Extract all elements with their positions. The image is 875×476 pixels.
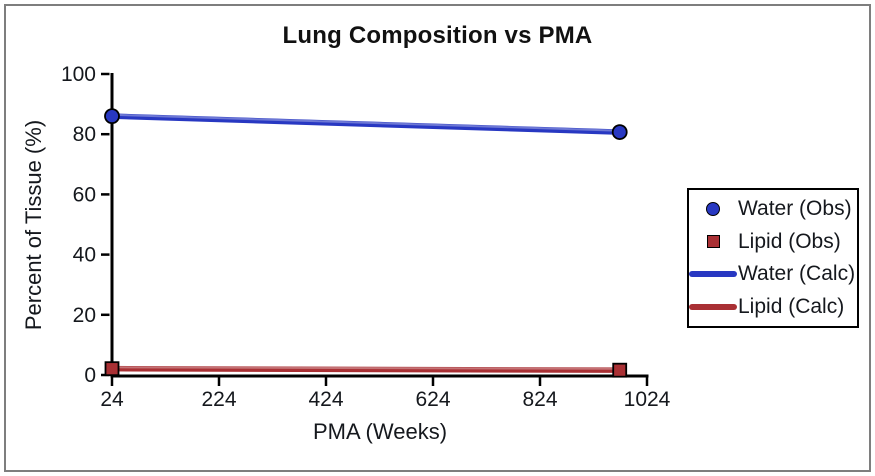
x-tick-label: 624	[415, 388, 450, 411]
y-tick-label: 0	[84, 364, 96, 387]
water-obs-point	[104, 108, 120, 125]
x-tick-label: 224	[201, 388, 236, 411]
y-tick-label: 80	[73, 123, 96, 146]
x-tick-label: 24	[100, 388, 124, 411]
legend-swatch-slot	[689, 235, 737, 249]
legend-swatch-slot	[689, 303, 737, 310]
lipid-calc-line-icon	[689, 303, 737, 310]
legend-item-water-obs: Water (Obs)	[689, 193, 857, 226]
legend-label: Water (Calc)	[738, 262, 856, 286]
water-calc-line	[109, 113, 623, 135]
lipid-obs-marker-icon	[706, 235, 720, 249]
legend-item-lipid-calc: Lipid (Calc)	[689, 291, 857, 324]
legend-item-lipid-obs: Lipid (Obs)	[689, 226, 857, 259]
line-highlight	[111, 113, 621, 132]
legend-label: Lipid (Obs)	[738, 229, 841, 253]
lipid-obs-point	[104, 361, 120, 377]
legend-item-water-calc: Water (Calc)	[689, 258, 857, 291]
line-highlight	[111, 366, 621, 370]
lipid-calc-line	[109, 365, 623, 373]
lipid-obs-point	[612, 362, 628, 378]
y-tick-label: 40	[73, 244, 96, 267]
legend: Water (Obs) Lipid (Obs) Water (Calc) Lip…	[687, 188, 859, 328]
y-tick-label: 20	[73, 304, 96, 327]
y-tick-label: 100	[61, 63, 96, 86]
water-obs-marker-icon	[706, 202, 720, 217]
y-tick-label: 60	[73, 183, 96, 206]
x-tick-label: 1024	[624, 388, 671, 411]
legend-swatch-slot	[689, 202, 737, 217]
x-tick-label: 824	[522, 388, 557, 411]
x-tick-label: 424	[308, 388, 343, 411]
x-axis-label: PMA (Weeks)	[312, 419, 448, 444]
y-axis-label: Percent of Tissue (%)	[21, 119, 46, 331]
legend-label: Water (Obs)	[738, 197, 852, 221]
water-calc-line-icon	[689, 271, 737, 278]
chart-title: Lung Composition vs PMA	[282, 22, 593, 49]
water-obs-point	[611, 124, 628, 140]
legend-label: Lipid (Calc)	[738, 294, 845, 318]
legend-swatch-slot	[689, 271, 737, 278]
